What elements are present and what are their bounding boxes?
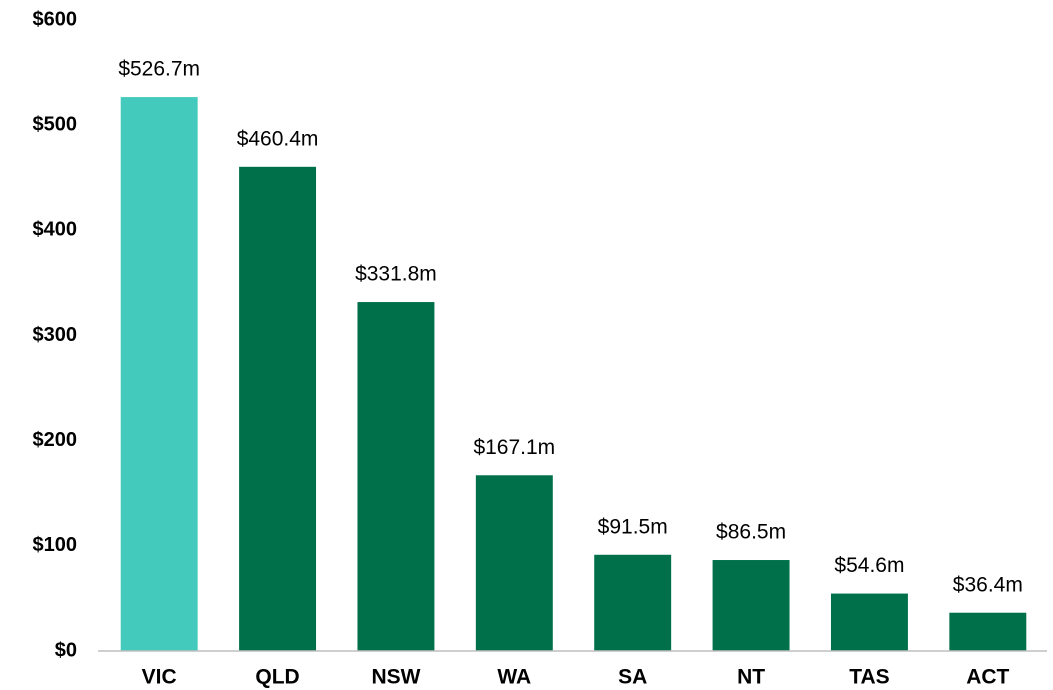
data-label: $54.6m xyxy=(834,554,904,577)
bar xyxy=(475,475,553,651)
x-tick-label: SA xyxy=(618,666,647,689)
x-tick-label: NSW xyxy=(371,666,420,689)
data-label: $167.1m xyxy=(473,436,555,459)
data-label: $331.8m xyxy=(355,263,437,286)
x-tick-label: QLD xyxy=(255,666,299,689)
x-tick-label: ACT xyxy=(966,666,1009,689)
y-tick-label: $600 xyxy=(33,8,78,30)
y-tick-label: $0 xyxy=(55,639,77,661)
bar xyxy=(830,593,908,651)
x-tick-label: VIC xyxy=(142,666,177,689)
data-label: $36.4m xyxy=(953,573,1023,596)
data-label: $460.4m xyxy=(237,127,319,150)
y-tick-label: $300 xyxy=(33,324,78,346)
bar xyxy=(120,97,198,652)
y-tick-label: $500 xyxy=(33,113,78,135)
bar xyxy=(949,612,1027,651)
data-label: $91.5m xyxy=(598,515,668,538)
bar xyxy=(594,554,672,651)
x-tick-label: TAS xyxy=(849,666,889,689)
bar xyxy=(712,560,790,651)
data-label: $526.7m xyxy=(118,58,200,81)
x-tick-label: WA xyxy=(497,666,531,689)
y-tick-label: $100 xyxy=(33,534,78,556)
x-tick-label: NT xyxy=(737,666,765,689)
bar xyxy=(239,166,317,651)
bar xyxy=(357,302,435,651)
y-tick-label: $200 xyxy=(33,429,78,451)
y-tick-label: $400 xyxy=(33,219,78,241)
data-label: $86.5m xyxy=(716,521,786,544)
